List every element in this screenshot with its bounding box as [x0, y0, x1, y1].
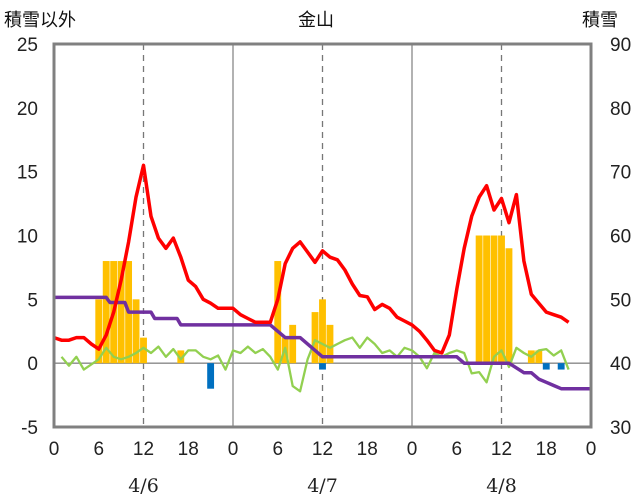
right-tick-label: 60	[610, 227, 631, 248]
x-tick-label: 0	[407, 439, 418, 460]
right-tick-label: 90	[610, 35, 631, 56]
x-tick-label: 6	[451, 439, 462, 460]
x-tick-label: 18	[536, 439, 557, 460]
orange-bar-12	[319, 299, 326, 364]
orange-bar-17	[498, 235, 505, 364]
orange-bar-6	[140, 337, 147, 364]
orange-bar-1	[102, 261, 110, 364]
orange-bar-0	[95, 299, 103, 364]
right-tick-label: 50	[610, 290, 631, 311]
blue-bar-3	[557, 363, 565, 370]
x-tick-label: 6	[93, 439, 104, 460]
left-tick-label: 20	[17, 99, 38, 120]
purple-line	[54, 295, 591, 391]
right-tick-label: 70	[610, 163, 631, 184]
red-line	[53, 163, 570, 355]
left-tick-label: 5	[27, 290, 38, 311]
day-label: 4/6	[128, 475, 159, 497]
orange-bar-15	[483, 235, 491, 364]
left-tick-label: -5	[21, 418, 38, 439]
orange-bar-13	[326, 324, 334, 364]
x-tick-label: 0	[228, 439, 239, 460]
orange-bar-3	[117, 261, 125, 364]
orange-bar-5	[132, 299, 140, 364]
blue-bar-0	[207, 363, 215, 389]
x-tick-label: 18	[178, 439, 199, 460]
blue-bar-2	[542, 363, 550, 370]
right-tick-label: 80	[610, 99, 631, 120]
x-tick-label: 12	[312, 439, 333, 460]
series-lines	[53, 163, 591, 393]
right-tick-label: 40	[610, 354, 631, 375]
orange-bar-8	[274, 261, 282, 364]
left-axis-label: 積雪以外	[4, 10, 76, 31]
x-tick-label: 12	[491, 439, 512, 460]
left-tick-label: 10	[17, 227, 38, 248]
orange-bar-20	[535, 350, 543, 364]
right-tick-label: 30	[610, 418, 631, 439]
x-tick-label: 6	[272, 439, 283, 460]
right-axis-label: 積雪	[582, 10, 618, 31]
x-tick-label: 18	[357, 439, 378, 460]
x-tick-label: 12	[133, 439, 154, 460]
orange-bar-10	[289, 324, 297, 364]
day-label: 4/7	[307, 475, 338, 497]
orange-bar-14	[475, 235, 483, 364]
x-tick-label: 0	[586, 439, 597, 460]
orange-bar-16	[490, 235, 498, 364]
orange-bar-7	[177, 350, 185, 364]
left-tick-label: 25	[17, 35, 38, 56]
orange-bar-11	[311, 312, 319, 364]
left-tick-label: 0	[27, 354, 38, 375]
x-tick-label: 0	[49, 439, 60, 460]
left-tick-label: 15	[17, 163, 38, 184]
plot-frame	[52, 42, 593, 429]
blue-bar-1	[319, 363, 326, 370]
green-line	[60, 336, 570, 393]
chart-title: 金山	[298, 10, 334, 31]
orange-bar-18	[505, 248, 513, 364]
day-label: 4/8	[486, 475, 517, 497]
